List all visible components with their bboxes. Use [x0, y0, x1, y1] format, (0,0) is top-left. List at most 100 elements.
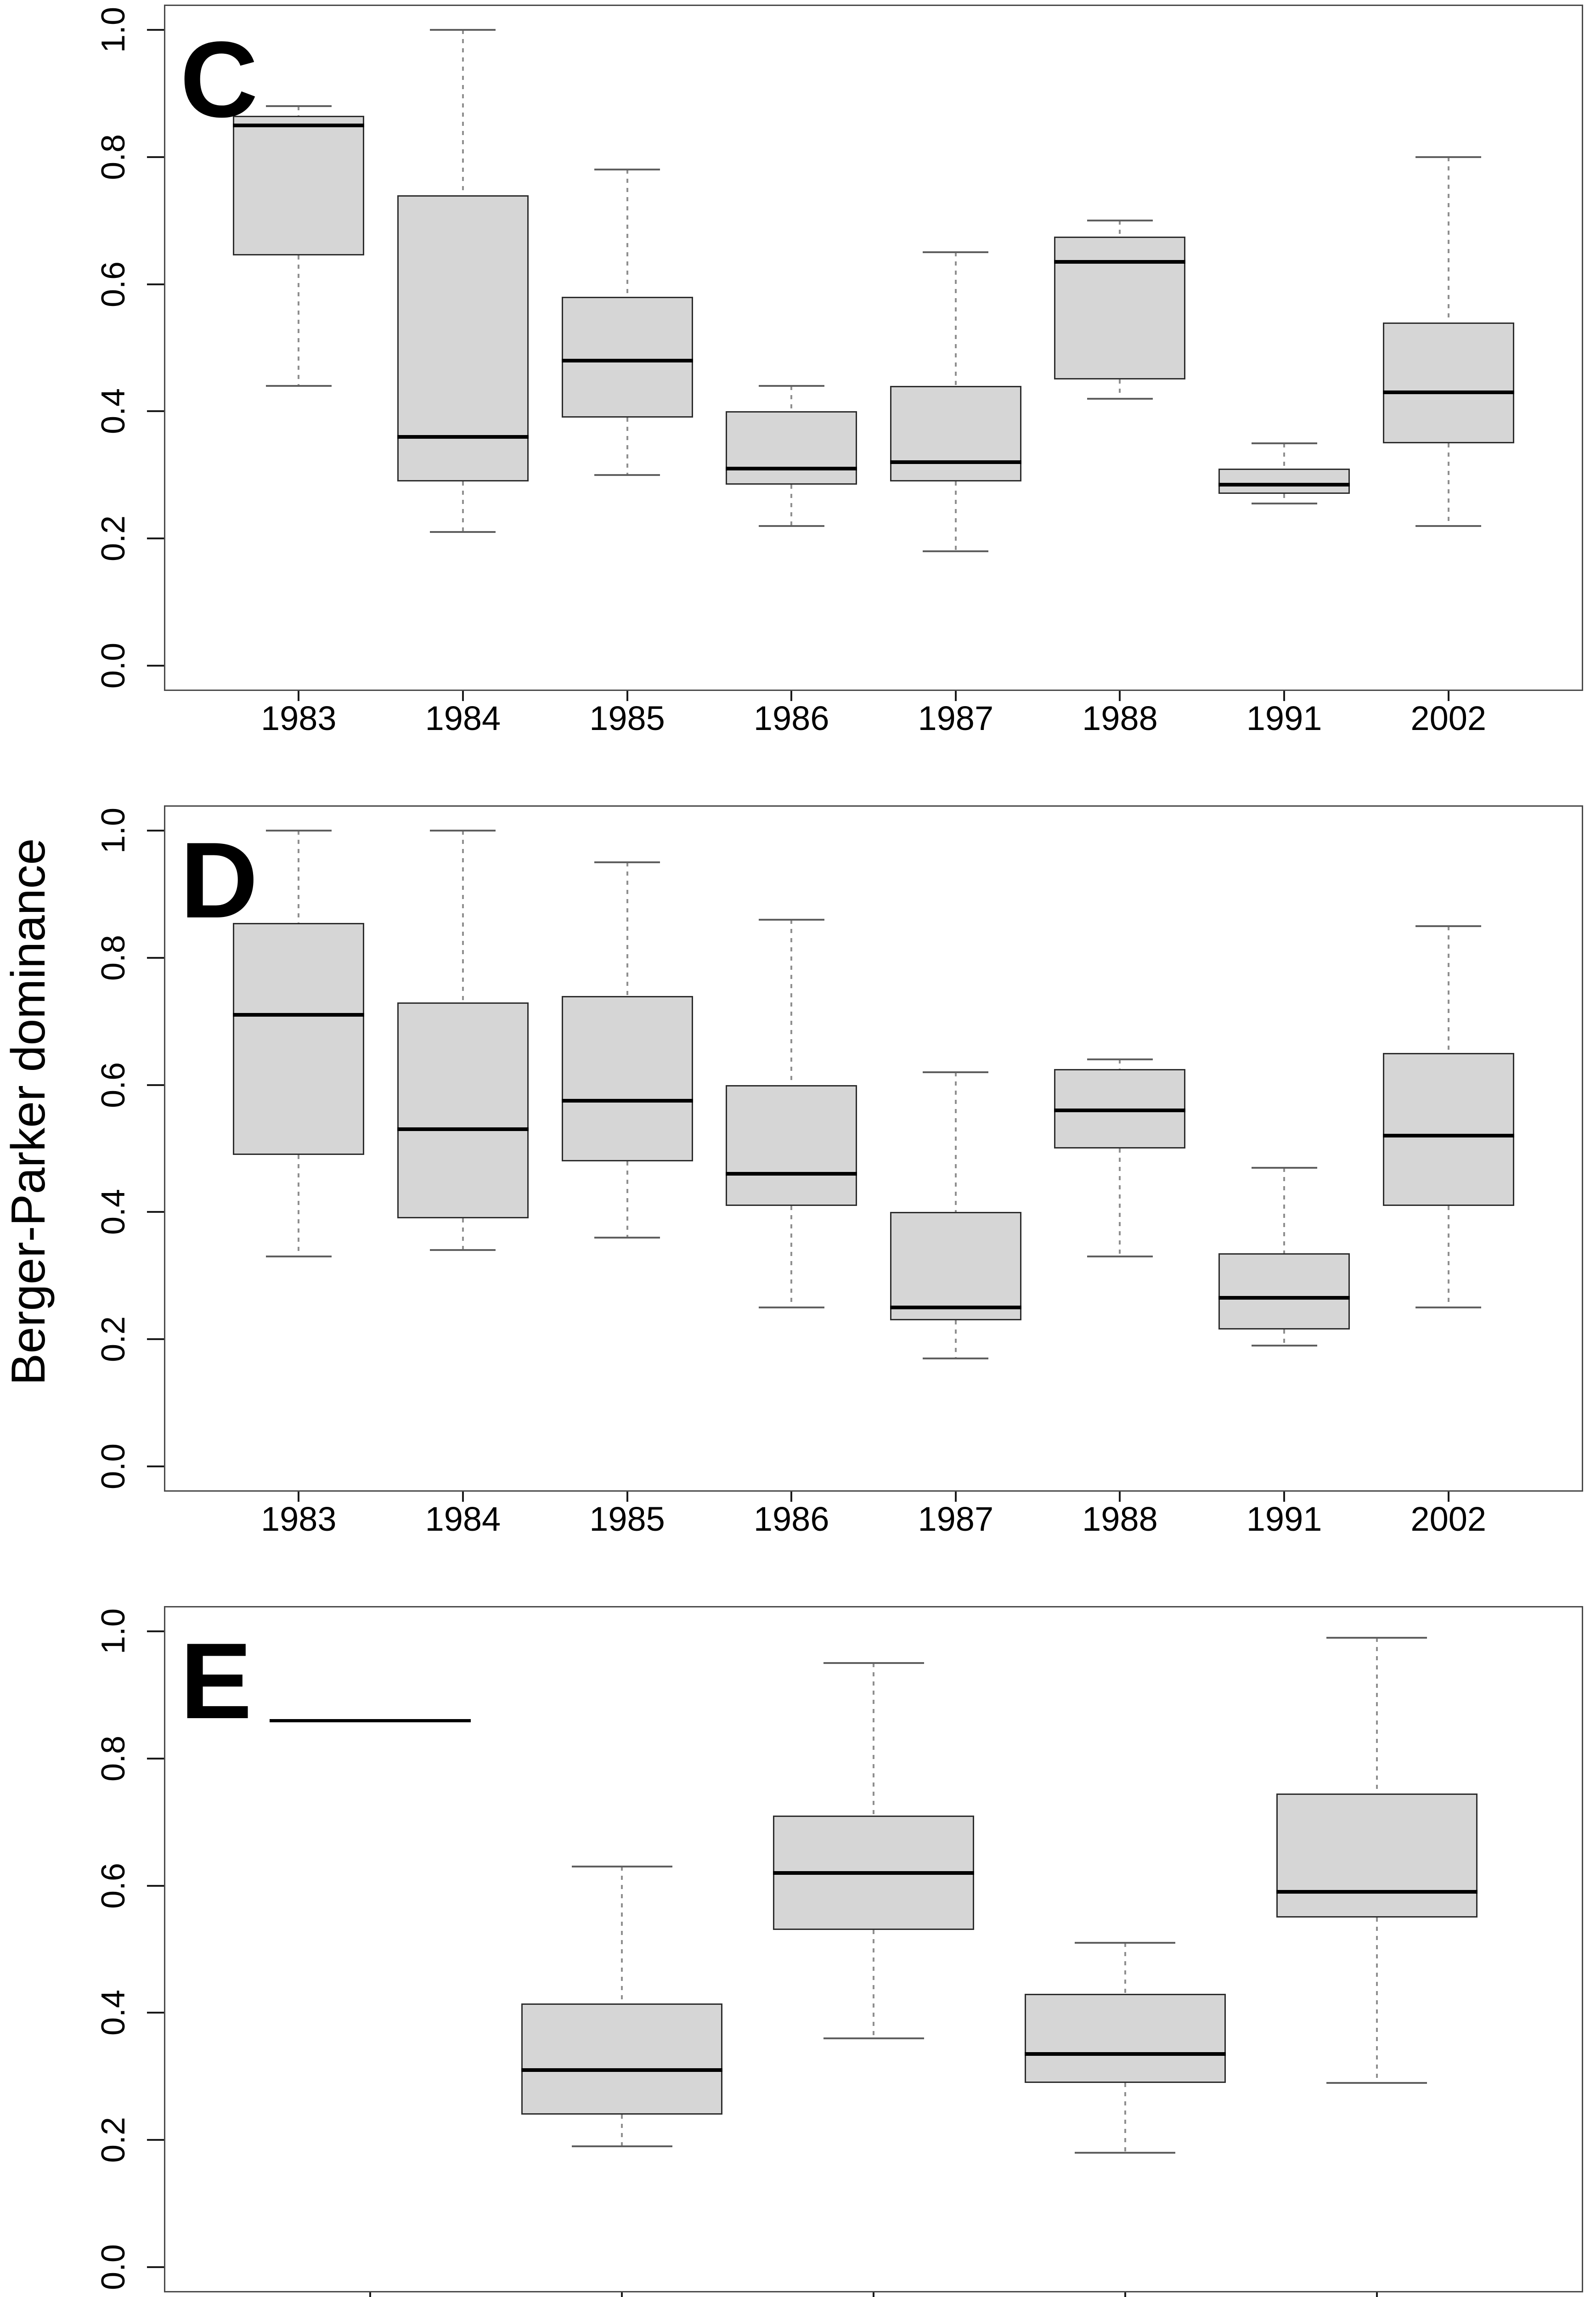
upper-whisker-cap — [430, 830, 496, 832]
lower-whisker — [626, 1161, 628, 1238]
plot-frame — [164, 1606, 1583, 2292]
x-axis-tick — [1283, 691, 1286, 701]
box — [1218, 468, 1350, 494]
box — [1024, 1993, 1226, 2083]
x-axis-tick — [1447, 1492, 1449, 1502]
box — [890, 1212, 1021, 1320]
x-axis-tick — [621, 2292, 623, 2297]
lower-whisker — [1119, 379, 1121, 399]
upper-whisker — [1376, 1637, 1378, 1793]
lower-whisker-cap — [923, 550, 989, 552]
upper-whisker-cap — [265, 105, 332, 107]
x-axis-tick-label: 1988 — [1082, 699, 1158, 737]
y-axis-tick — [147, 956, 164, 959]
box — [726, 411, 857, 485]
x-axis-tick — [1119, 1492, 1121, 1502]
x-axis-tick-label: 1983 — [260, 699, 337, 737]
upper-whisker-cap — [1251, 1166, 1317, 1169]
upper-whisker — [1447, 926, 1449, 1053]
median-line — [1276, 1890, 1478, 1894]
upper-whisker — [1283, 1167, 1286, 1254]
x-axis-tick-label: 1986 — [753, 699, 829, 737]
lower-whisker-cap — [1416, 525, 1482, 527]
upper-whisker — [790, 386, 793, 412]
box — [561, 996, 693, 1161]
x-axis-tick — [1283, 1492, 1286, 1502]
median-line — [1054, 260, 1186, 264]
y-axis-tick — [147, 1884, 164, 1887]
lower-whisker — [954, 1320, 957, 1358]
y-axis-tick-label: 0.2 — [95, 1316, 132, 1363]
lower-whisker — [462, 481, 464, 532]
median-line — [1218, 1296, 1350, 1300]
y-axis-tick — [147, 410, 164, 413]
box — [521, 2003, 723, 2115]
upper-whisker — [298, 831, 300, 923]
upper-whisker — [790, 919, 793, 1085]
y-axis-tick — [147, 156, 164, 158]
median-line — [726, 466, 857, 470]
lower-whisker-cap — [1087, 1256, 1153, 1258]
median-line — [890, 1306, 1021, 1309]
lower-whisker-cap — [265, 1256, 332, 1258]
y-axis-tick-label: 0.8 — [95, 134, 132, 180]
y-axis-tick — [147, 283, 164, 285]
upper-whisker-cap — [1416, 156, 1482, 158]
lower-whisker-cap — [594, 1236, 660, 1239]
lower-whisker — [873, 1930, 874, 2038]
x-axis-tick — [298, 1492, 300, 1502]
upper-whisker — [1447, 157, 1449, 322]
x-axis-tick-label: 1985 — [589, 699, 665, 737]
upper-whisker — [621, 1867, 623, 2003]
x-axis-tick-label: 1991 — [1246, 1500, 1322, 1538]
lower-whisker — [298, 255, 300, 386]
lower-whisker — [954, 481, 957, 551]
y-axis-tick — [147, 1338, 164, 1341]
y-axis-tick-label: 1.0 — [95, 6, 132, 53]
lower-whisker-cap — [1251, 1345, 1317, 1347]
lower-whisker — [462, 1218, 464, 1250]
upper-whisker — [873, 1663, 874, 1816]
lower-whisker — [1376, 1917, 1378, 2083]
y-axis-tick — [147, 830, 164, 832]
x-axis-tick — [790, 691, 793, 701]
median-line — [890, 460, 1021, 464]
upper-whisker — [954, 252, 957, 386]
x-axis-tick — [873, 2292, 874, 2297]
upper-whisker-cap — [758, 918, 824, 921]
y-axis-tick-label: 0.2 — [95, 2117, 132, 2163]
lower-whisker-cap — [571, 2145, 672, 2148]
lower-whisker-cap — [265, 385, 332, 387]
y-axis-tick — [147, 1630, 164, 1632]
single-value-line — [270, 1719, 471, 1722]
upper-whisker — [954, 1072, 957, 1212]
y-axis-tick-label: 0.8 — [95, 1735, 132, 1782]
box — [233, 922, 365, 1155]
x-axis-tick-label: 1984 — [425, 1500, 501, 1538]
y-axis-tick-label: 0.0 — [95, 2244, 132, 2291]
y-axis-tick-label: 0.2 — [95, 515, 132, 562]
y-axis-tick — [147, 29, 164, 31]
x-axis-tick-label: 1985 — [589, 1500, 665, 1538]
y-axis-tick — [147, 1211, 164, 1213]
median-line — [233, 123, 365, 127]
box — [397, 195, 529, 481]
x-axis-tick-label: 1984 — [425, 699, 501, 737]
median-line — [1218, 482, 1350, 487]
lower-whisker — [626, 418, 628, 475]
box — [1382, 1053, 1514, 1206]
x-axis-tick — [626, 1492, 628, 1502]
y-axis-tick-label: 0.8 — [95, 934, 132, 981]
lower-whisker-cap — [758, 1307, 824, 1308]
box — [561, 297, 693, 418]
y-axis-title: Berger-Parker dominance — [2, 838, 55, 1386]
upper-whisker — [1124, 1943, 1126, 1994]
lower-whisker-cap — [1251, 503, 1317, 505]
upper-whisker — [626, 170, 628, 297]
y-axis-tick-label: 0.6 — [95, 261, 132, 307]
lower-whisker-cap — [430, 1249, 496, 1251]
box — [1382, 322, 1514, 443]
x-axis-tick — [298, 691, 300, 701]
